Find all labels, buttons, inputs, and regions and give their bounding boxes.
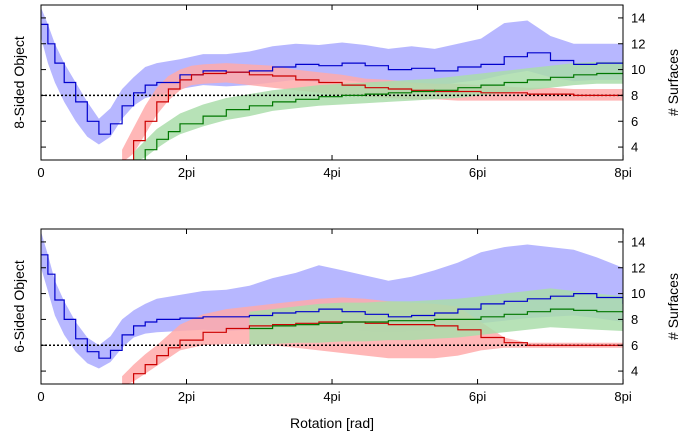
y-tick-label: 6 [631,114,638,129]
y-tick-label: 8 [631,88,638,103]
y-tick-label: 10 [631,62,645,77]
y-tick-label: 10 [631,286,645,301]
confidence-bands [41,7,623,160]
x-tick-label: 8pi [614,165,631,180]
x-tick-label: 4pi [323,165,340,180]
y-axis-ticks: 4 6 8 10 12 14 [41,10,645,155]
y-axis-right-label: # Surfaces [665,273,681,340]
series-0-line [41,23,623,135]
y-axis-ticks: 4 6 8 10 12 14 [41,234,645,379]
x-axis-ticks: 0 2pi 4pi 6pi 8pi [37,229,632,404]
series-lines [41,23,623,160]
y-tick-label: 6 [631,338,638,353]
y-tick-label: 8 [631,312,638,327]
series-2-band [133,61,623,160]
x-axis-ticks: 0 2pi 4pi 6pi 8pi [37,5,632,180]
x-tick-label: 0 [37,389,44,404]
x-axis-label: Rotation [rad] [290,415,374,431]
series-2-line [249,308,623,330]
x-tick-label: 0 [37,165,44,180]
y-tick-label: 12 [631,260,645,275]
confidence-bands [41,231,623,384]
series-2-band [249,288,623,346]
y-axis-left-label: 6-Sided Object [11,260,27,353]
y-axis-right-label: # Surfaces [665,49,681,116]
x-tick-label: 6pi [469,389,486,404]
series-lines [41,254,623,384]
series-2-line [133,72,623,160]
series-0-line [41,254,623,359]
y-tick-label: 14 [631,10,645,25]
x-tick-label: 6pi [469,165,486,180]
y-tick-label: 4 [631,364,638,379]
panel-bottom: 0 2pi 4pi 6pi 8pi 4 6 8 10 12 14 6-Sided Object #… [11,228,681,431]
y-tick-label: 14 [631,234,645,249]
panel-top: 0 2pi 4pi 6pi 8pi 4 6 8 10 12 14 8-Sided Object #… [11,4,681,180]
series-1-line [122,71,623,160]
x-tick-label: 2pi [178,389,195,404]
x-tick-label: 8pi [614,389,631,404]
y-tick-label: 4 [631,140,638,155]
y-axis-left-label: 8-Sided Object [11,36,27,129]
x-tick-label: 4pi [323,389,340,404]
x-tick-label: 2pi [178,165,195,180]
y-tick-label: 12 [631,36,645,51]
